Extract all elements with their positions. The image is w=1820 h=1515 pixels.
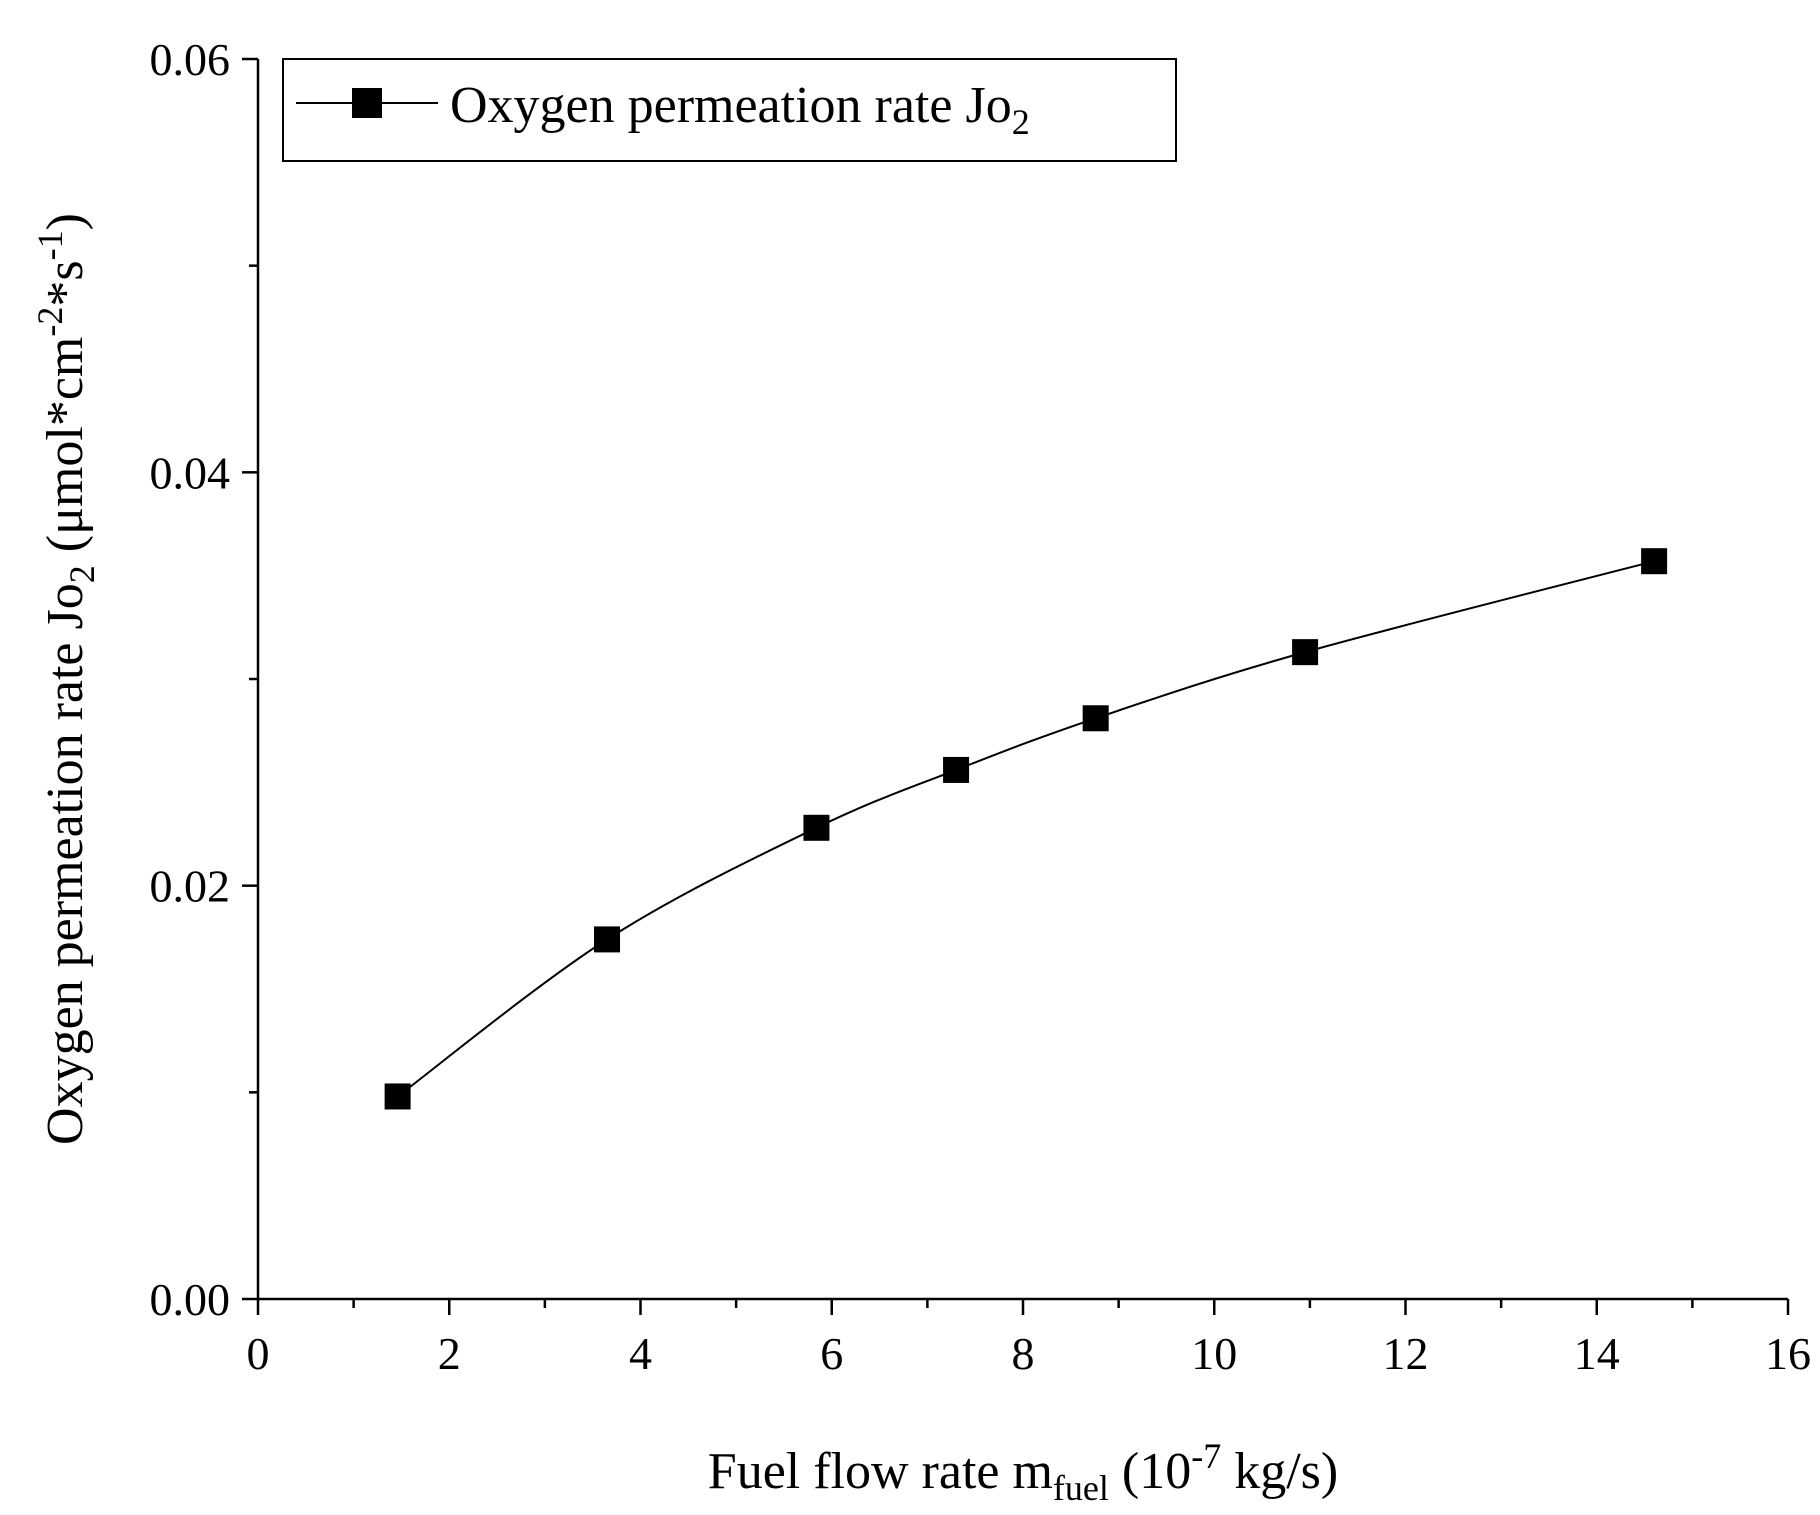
x-tick-label: 0 [247, 1328, 270, 1379]
legend: Oxygen permeation rate Jo2 [282, 58, 1177, 162]
x-axis-title: Fuel flow rate mfuel (10-7 kg/s) [708, 1436, 1338, 1508]
x-axis-title-unit-open: (10 [1109, 1443, 1191, 1500]
data-point-marker [594, 926, 621, 953]
x-tick-label: 16 [1765, 1328, 1811, 1379]
x-tick-label: 2 [438, 1328, 461, 1379]
x-tick-label: 12 [1383, 1328, 1429, 1379]
series-markers [384, 548, 1668, 1110]
y-axis-title: Oxygen permeation rate Jo2 (μmol*cm-2*s-… [30, 213, 102, 1145]
data-point-marker [943, 756, 970, 783]
legend-label: Oxygen permeation rate Jo2 [450, 77, 1030, 142]
x-axis-title-sub: fuel [1053, 1468, 1109, 1508]
legend-label-sub: 2 [1012, 102, 1030, 142]
y-tick-label: 0.00 [150, 1274, 231, 1325]
y-axis-title-main: Oxygen permeation rate Jo [37, 583, 94, 1145]
x-axis-title-unit-close: kg/s) [1221, 1443, 1338, 1500]
y-tick-label: 0.02 [150, 861, 231, 912]
x-tick-label: 10 [1191, 1328, 1237, 1379]
x-tick-label: 4 [629, 1328, 652, 1379]
x-tick-label: 8 [1012, 1328, 1035, 1379]
y-axis-title-unit-sup1: -2 [30, 307, 70, 337]
legend-box [282, 58, 1177, 162]
data-point-marker [1292, 639, 1319, 666]
y-axis-title-unit-close: ) [37, 213, 94, 230]
y-axis-title-unit-mid: *s [37, 260, 94, 306]
x-axis-ticks: 0 2 4 6 8 10 12 14 16 [247, 1299, 1811, 1379]
data-point-marker [803, 814, 830, 841]
y-axis-title-unit-sup2: -1 [30, 230, 70, 260]
legend-marker-square [352, 88, 382, 118]
data-point-marker [384, 1083, 411, 1110]
x-axis-title-unit-sup: -7 [1191, 1436, 1221, 1476]
y-axis-title-unit-open: (μmol*cm [37, 337, 94, 566]
y-tick-label: 0.06 [150, 34, 231, 85]
y-axis-ticks: 0.00 0.02 0.04 0.06 [150, 34, 258, 1325]
data-point-marker [1082, 705, 1109, 732]
y-axis-title-sub: 2 [62, 565, 102, 583]
x-tick-label: 6 [820, 1328, 843, 1379]
legend-label-main: Oxygen permeation rate Jo [450, 77, 1012, 134]
data-point-marker [1641, 548, 1668, 575]
x-tick-label: 14 [1574, 1328, 1620, 1379]
series-line [397, 560, 1655, 1098]
y-tick-label: 0.04 [150, 447, 231, 498]
x-axis-title-main: Fuel flow rate m [708, 1443, 1053, 1500]
